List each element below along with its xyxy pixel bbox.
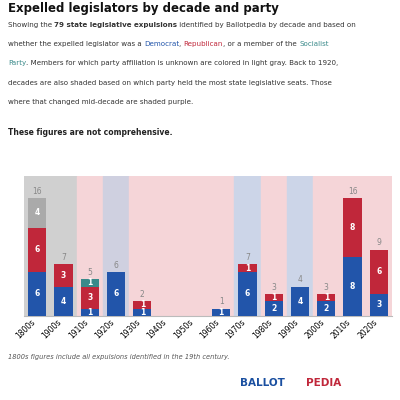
Text: 1: 1 (271, 293, 276, 302)
Text: 3: 3 (87, 293, 92, 302)
Text: 1: 1 (87, 278, 92, 287)
Text: Socialist: Socialist (299, 41, 328, 47)
Text: 2: 2 (271, 304, 276, 313)
Bar (24, 176, 50, 316)
Bar (264, 294, 283, 301)
Bar (212, 309, 230, 316)
Bar (107, 272, 125, 316)
Bar (260, 176, 287, 316)
Text: 4: 4 (297, 297, 303, 306)
Bar (370, 250, 388, 294)
Bar (287, 176, 313, 316)
Bar (129, 176, 156, 316)
Bar (54, 286, 73, 316)
Text: 7: 7 (245, 253, 250, 262)
Text: 1: 1 (218, 308, 224, 317)
Text: 1800s figures include all expulsions identified in the 19th century.: 1800s figures include all expulsions ide… (8, 354, 230, 360)
Text: 79 state legislative expulsions: 79 state legislative expulsions (54, 22, 177, 28)
Bar (238, 264, 257, 272)
Text: where that changed mid-decade are shaded purple.: where that changed mid-decade are shaded… (8, 99, 193, 105)
Bar (156, 176, 182, 316)
Bar (317, 294, 336, 301)
Text: 16: 16 (32, 187, 42, 196)
Bar (133, 309, 152, 316)
Text: 1: 1 (87, 308, 92, 317)
Text: 6: 6 (376, 267, 382, 276)
Bar (264, 301, 283, 316)
Text: 6: 6 (114, 260, 118, 270)
Text: 4: 4 (34, 208, 40, 217)
Bar (317, 301, 336, 316)
Bar (234, 176, 260, 316)
Text: whether the expelled legislator was a: whether the expelled legislator was a (8, 41, 144, 47)
Bar (182, 176, 208, 316)
Text: 6: 6 (34, 289, 40, 298)
Text: 6: 6 (113, 289, 119, 298)
Bar (370, 294, 388, 316)
Text: Republican: Republican (184, 41, 223, 47)
Bar (76, 176, 103, 316)
Bar (343, 257, 362, 316)
Text: 6: 6 (245, 289, 250, 298)
Text: 4: 4 (298, 275, 302, 284)
Text: 4: 4 (61, 297, 66, 306)
Bar (291, 286, 309, 316)
Text: 8: 8 (350, 223, 355, 232)
Text: Party: Party (8, 60, 26, 66)
Text: 2: 2 (324, 304, 329, 313)
Text: 3: 3 (271, 283, 276, 292)
Text: 5: 5 (87, 268, 92, 277)
Bar (28, 272, 46, 316)
Bar (80, 309, 99, 316)
Text: 3: 3 (324, 283, 329, 292)
Bar (54, 264, 73, 286)
Text: 1: 1 (140, 300, 145, 310)
Text: 7: 7 (61, 253, 66, 262)
Bar (133, 301, 152, 309)
Text: Showing the: Showing the (8, 22, 54, 28)
Text: 16: 16 (348, 187, 357, 196)
Text: 2: 2 (140, 290, 145, 299)
Bar (313, 176, 340, 316)
Text: , or a member of the: , or a member of the (223, 41, 299, 47)
Bar (50, 176, 76, 316)
Text: ,: , (179, 41, 184, 47)
Text: 1: 1 (245, 264, 250, 273)
Text: decades are also shaded based on which party held the most state legislative sea: decades are also shaded based on which p… (8, 80, 332, 86)
Bar (343, 198, 362, 257)
Bar (103, 176, 129, 316)
Text: 8: 8 (350, 282, 355, 291)
Text: PEDIA: PEDIA (306, 378, 341, 388)
Bar (28, 198, 46, 228)
Text: 1: 1 (324, 293, 329, 302)
Bar (340, 176, 366, 316)
Bar (238, 272, 257, 316)
Text: 1: 1 (219, 298, 224, 306)
Text: Expelled legislators by decade and party: Expelled legislators by decade and party (8, 2, 279, 15)
Text: 1: 1 (140, 308, 145, 317)
Text: Democrat: Democrat (144, 41, 179, 47)
Bar (80, 279, 99, 286)
Text: identified by Ballotpedia by decade and based on: identified by Ballotpedia by decade and … (177, 22, 356, 28)
Text: These figures are not comprehensive.: These figures are not comprehensive. (8, 128, 172, 137)
Text: 9: 9 (376, 238, 381, 248)
Text: 3: 3 (61, 271, 66, 280)
Bar (366, 176, 392, 316)
Text: 6: 6 (34, 245, 40, 254)
Text: BALLOT: BALLOT (240, 378, 285, 388)
Bar (80, 286, 99, 309)
Bar (28, 228, 46, 272)
Bar (208, 176, 234, 316)
Text: . Members for which party affiliation is unknown are colored in light gray. Back: . Members for which party affiliation is… (26, 60, 338, 66)
Text: 3: 3 (376, 300, 382, 310)
